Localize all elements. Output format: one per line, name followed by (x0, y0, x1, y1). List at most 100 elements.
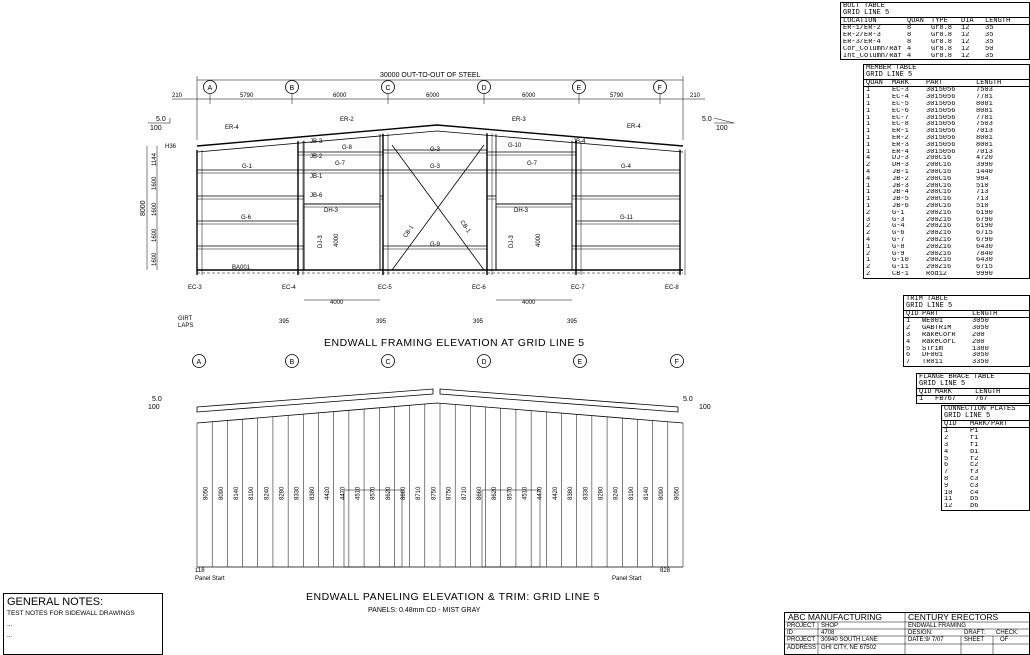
bolt-table-cell: DIA (961, 17, 974, 25)
bolt-table-cell: 35 (985, 25, 994, 33)
tb-design: DESIGN: (908, 629, 933, 636)
label-g3-mid: G-3 (430, 164, 441, 170)
panel-length: 8620 (386, 486, 392, 500)
trim-table-row: 5 STrim 1380 (904, 346, 1029, 353)
label-g4: G-4 (621, 164, 632, 170)
grid-label: E (578, 359, 583, 366)
member-table-header: QUAN MARK PART LENGTH (864, 80, 1029, 88)
member-table-cell: 3015056 (926, 134, 956, 142)
panel-length: 8750 (431, 486, 437, 500)
member-table-cell: 1440 (976, 168, 993, 176)
framing-title: ENDWALL FRAMING ELEVATION AT GRID LINE 5 (324, 337, 585, 349)
member-table-cell: 4 (866, 168, 871, 176)
member-table-cell: G-6 (892, 230, 905, 237)
label-ba001: BA001 (232, 265, 251, 271)
tb-of: OF (1000, 637, 1009, 643)
member-table-row: 1 JB-4 200C16 713 (864, 189, 1029, 196)
bolt-table-cell: 12 (961, 32, 970, 39)
label-g1-a: G-1 (242, 164, 253, 170)
bolt-table-cell: Cor_Column/Raf (843, 45, 902, 53)
bolt-table-row: Int_Column/Raf 4 Gr8.8 12 35 (841, 53, 1029, 60)
member-table-cell: 6430 (976, 243, 993, 251)
label-jb3: JB-3 (310, 139, 323, 145)
member-table-cell: JB-2 (892, 175, 909, 183)
member-table-row: 4 G-7 200Z16 6790 (864, 237, 1029, 244)
label-dj3-b: DJ-3 (509, 235, 515, 248)
member-table-cell: 7781 (976, 114, 993, 122)
member-table-cell: 7840 (976, 250, 993, 258)
trim-table-cell: 200 (972, 331, 985, 339)
plates-table-row: 10 c4 (942, 490, 1029, 497)
panel-length: 8380 (568, 486, 574, 500)
slope-right-rise: 5.0 (702, 116, 712, 123)
flange-table-row: 1 FB767 767 (917, 396, 1029, 403)
member-table-cell: 200Z16 (926, 209, 952, 217)
label-g6: G-6 (241, 215, 252, 221)
member-table-cell: 2 (866, 162, 871, 169)
member-table-cell: 1 (866, 141, 871, 149)
panel-length: 4420 (325, 486, 331, 500)
label-dh3-a: DH-3 (324, 208, 339, 214)
member-table-cell: 1 (866, 243, 871, 251)
plates-table-cell: b6 (970, 503, 979, 510)
bolt-table-cell: Gr8.8 (931, 25, 953, 33)
label-open-h-a: 4000 (334, 233, 340, 247)
bay-dim: 5790 (610, 93, 624, 99)
grid-bubble (285, 80, 299, 94)
paneling-elevation: A B C D E F 5.0 100 5.0 100 8050 8090 8140 8190 8… (148, 354, 711, 614)
bolt-table-cell: Gr8.8 (931, 45, 953, 53)
dim-1600-b: 1600 (152, 202, 158, 216)
bay-dim: 6000 (522, 93, 536, 99)
trim-table: TRIM TABLE GRID LINE 5 QID PART LENGTH 1 WE00… (903, 295, 1030, 367)
member-table-cell: JB-6 (892, 202, 909, 210)
member-table-cell: 7013 (976, 148, 993, 156)
general-notes: GENERAL NOTES: TEST NOTES FOR SIDEWALL D… (3, 593, 163, 655)
bolt-table-cell: 4 (907, 45, 912, 53)
label-jb1: JB-1 (310, 174, 323, 180)
trim-table-subtitle: GRID LINE 5 (906, 301, 953, 310)
bolt-table-cell: 8 (907, 32, 912, 39)
member-table-cell: 1 (866, 128, 871, 135)
member-table-cell: 7781 (976, 94, 993, 101)
plates-table-cell: f1 (970, 435, 979, 442)
trim-table-row: 4 RakeCorL 200 (904, 339, 1029, 346)
panel-start-right-dim: 828 (660, 568, 671, 574)
member-table-cell: 1 (866, 182, 871, 190)
panel-length: 4420 (553, 486, 559, 500)
trim-table-cell: 3050 (972, 325, 989, 332)
member-table-cell: 7503 (976, 87, 993, 95)
plates-table-cell: f1 (970, 441, 979, 449)
member-table-cell: 1 (866, 87, 871, 95)
panel-start-left-dim: 118 (195, 568, 205, 574)
plates-table-cell: P1 (970, 428, 979, 436)
plates-table-header: QID MARK/PART (942, 421, 1029, 429)
member-table-cell: 2 (866, 223, 871, 231)
panel-length: 8710 (416, 486, 422, 500)
bay-dim: 6000 (426, 93, 440, 99)
bolt-table-cell: QUAN (907, 17, 924, 25)
panel-length: 8140 (644, 486, 650, 500)
member-table-cell: 200C16 (926, 202, 952, 210)
plates-table-row: 5 f2 (942, 456, 1029, 463)
dim-1600-c: 1600 (152, 228, 158, 242)
member-table-cell: EC-3 (892, 87, 909, 95)
trim-table-cell: 7 (906, 359, 911, 366)
member-table-title: MEMBER TABLE (866, 64, 917, 72)
bolt-table-cell: LENGTH (985, 17, 1011, 25)
member-table-cell: 1 (866, 94, 871, 101)
label-jb2: JB-2 (310, 154, 323, 160)
panel-start-left: Panel Start (195, 576, 225, 582)
tb-project-label: PROJECT (787, 622, 816, 629)
trim-table-cell: 4 (906, 338, 911, 346)
tb-drawing: ENDWALL FRAMING (908, 622, 966, 629)
grid-label: A (197, 359, 202, 366)
label-er4-right: ER-4 (627, 124, 641, 130)
bolt-table-row: ER-3/ER-4 8 Gr8.8 12 35 (841, 39, 1029, 46)
plates-table-cell: c3 (970, 482, 979, 490)
trim-table-cell: 1380 (972, 345, 989, 353)
member-table-cell: 200Z16 (926, 243, 952, 251)
label-g7-a: G-7 (335, 161, 346, 167)
member-table-row: 1 EC-7 3015056 7781 (864, 115, 1029, 122)
flange-table-header: QID MARK LENGTH (917, 389, 1029, 397)
member-table-cell: DJ-3 (892, 155, 909, 163)
